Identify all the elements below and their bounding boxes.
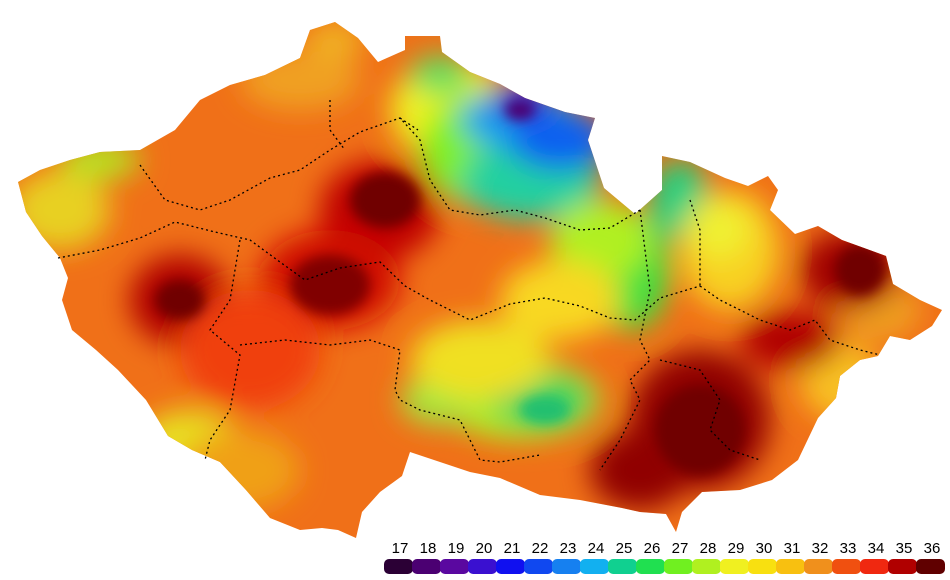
legend-label: 22	[531, 540, 549, 557]
legend-swatches	[384, 559, 945, 575]
legend-label: 36	[923, 540, 941, 557]
legend-label: 27	[671, 540, 689, 557]
legend-swatch	[692, 559, 721, 574]
legend-swatch	[832, 559, 861, 574]
region-borders	[57, 100, 881, 471]
legend-swatch	[552, 559, 581, 574]
legend-swatch	[916, 559, 945, 574]
legend-swatch	[440, 559, 469, 574]
legend-label: 19	[447, 540, 465, 557]
legend-swatch	[664, 559, 693, 574]
legend-label: 21	[503, 540, 521, 557]
legend-label: 28	[699, 540, 717, 557]
legend-swatch	[468, 559, 497, 574]
legend-label: 24	[587, 540, 605, 557]
legend-swatch	[496, 559, 525, 574]
legend-swatch	[860, 559, 889, 574]
legend-label: 31	[783, 540, 801, 557]
color-legend: 17 18 19 20 21 22 23 24 25 26 27 28 29 30 31 32 33 34 35 36	[384, 540, 945, 576]
legend-swatch	[748, 559, 777, 574]
legend-swatch	[384, 559, 413, 574]
legend-label: 18	[419, 540, 437, 557]
legend-swatch	[720, 559, 749, 574]
legend-label: 26	[643, 540, 661, 557]
legend-swatch	[888, 559, 917, 574]
legend-swatch	[412, 559, 441, 574]
legend-swatch	[524, 559, 553, 574]
legend-swatch	[608, 559, 637, 574]
legend-label: 29	[727, 540, 745, 557]
legend-label: 34	[867, 540, 885, 557]
legend-label: 35	[895, 540, 913, 557]
legend-labels: 17 18 19 20 21 22 23 24 25 26 27 28 29 30 31 32 33 34 35 36	[384, 540, 944, 558]
legend-label: 32	[811, 540, 829, 557]
legend-label: 30	[755, 540, 773, 557]
legend-swatch	[804, 559, 833, 574]
legend-swatch	[636, 559, 665, 574]
legend-label: 33	[839, 540, 857, 557]
legend-label: 23	[559, 540, 577, 557]
legend-label: 20	[475, 540, 493, 557]
legend-swatch	[776, 559, 805, 574]
legend-label: 25	[615, 540, 633, 557]
legend-swatch	[580, 559, 609, 574]
legend-label: 17	[391, 540, 409, 557]
